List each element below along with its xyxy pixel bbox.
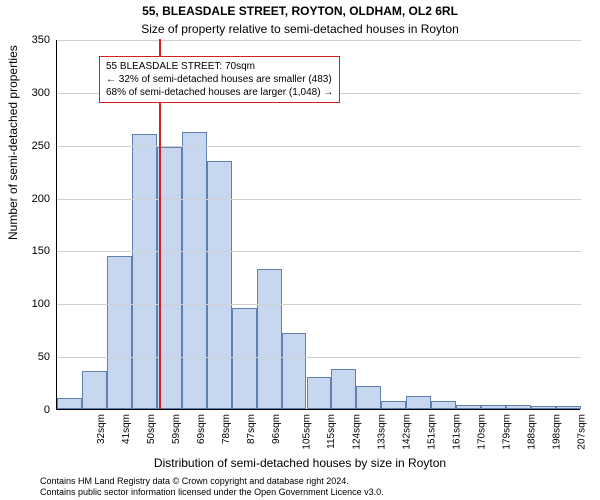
x-tick-label: 41sqm: [121, 414, 132, 444]
gridline: [57, 251, 581, 252]
y-tick-label: 150: [22, 245, 50, 257]
plot-area: 55 BLEASDALE STREET: 70sqm← 32% of semi-…: [56, 40, 580, 410]
x-tick-label: 179sqm: [501, 414, 512, 450]
histogram-bar: [232, 308, 257, 409]
histogram-bar: [556, 406, 581, 409]
histogram-bar: [506, 405, 531, 409]
x-tick-label: 32sqm: [96, 414, 107, 444]
histogram-bar: [356, 386, 381, 409]
x-tick-label: 78sqm: [221, 414, 232, 444]
histogram-bar: [456, 405, 481, 409]
x-tick-label: 170sqm: [476, 414, 487, 450]
gridline: [57, 40, 581, 41]
y-tick-label: 200: [22, 193, 50, 205]
x-tick-label: 115sqm: [326, 414, 337, 449]
histogram-bar: [257, 269, 282, 409]
y-tick-label: 350: [22, 34, 50, 46]
histogram-bar: [82, 371, 107, 409]
x-tick-label: 161sqm: [451, 414, 462, 450]
x-tick-label: 59sqm: [171, 414, 182, 444]
gridline: [57, 304, 581, 305]
chart-container: 55, BLEASDALE STREET, ROYTON, OLDHAM, OL…: [0, 0, 600, 500]
chart-subtitle: Size of property relative to semi-detach…: [0, 22, 600, 36]
axes: 55 BLEASDALE STREET: 70sqm← 32% of semi-…: [56, 40, 580, 410]
x-tick-label: 69sqm: [196, 414, 207, 444]
chart-title: 55, BLEASDALE STREET, ROYTON, OLDHAM, OL…: [0, 4, 600, 18]
y-tick-label: 100: [22, 298, 50, 310]
histogram-bar: [307, 377, 332, 409]
footnote-line-1: Contains HM Land Registry data © Crown c…: [40, 476, 384, 487]
x-axis-label: Distribution of semi-detached houses by …: [0, 456, 600, 470]
callout-line: 55 BLEASDALE STREET: 70sqm: [106, 60, 333, 73]
x-tick-label: 87sqm: [246, 414, 257, 444]
footnote-line-2: Contains public sector information licen…: [40, 487, 384, 498]
callout-line: ← 32% of semi-detached houses are smalle…: [106, 73, 333, 86]
gridline: [57, 357, 581, 358]
histogram-bar: [107, 256, 132, 409]
histogram-bar: [331, 369, 356, 409]
y-tick-label: 300: [22, 87, 50, 99]
y-tick-label: 0: [22, 404, 50, 416]
x-tick-label: 124sqm: [352, 414, 363, 450]
y-tick-label: 250: [22, 140, 50, 152]
x-tick-label: 142sqm: [401, 414, 412, 450]
histogram-bar: [481, 405, 506, 409]
callout-box: 55 BLEASDALE STREET: 70sqm← 32% of semi-…: [99, 56, 340, 103]
callout-line: 68% of semi-detached houses are larger (…: [106, 86, 333, 99]
footnote: Contains HM Land Registry data © Crown c…: [40, 476, 384, 498]
x-tick-label: 96sqm: [271, 414, 282, 444]
x-tick-label: 133sqm: [377, 414, 388, 450]
y-axis-label: Number of semi-detached properties: [6, 45, 20, 240]
y-tick-label: 50: [22, 351, 50, 363]
histogram-bar: [132, 134, 157, 409]
x-tick-label: 50sqm: [146, 414, 157, 444]
x-tick-label: 105sqm: [302, 414, 313, 450]
histogram-bar: [57, 398, 82, 409]
histogram-bar: [282, 333, 307, 409]
gridline: [57, 199, 581, 200]
x-tick-label: 151sqm: [426, 414, 437, 450]
histogram-bar: [531, 406, 556, 409]
x-tick-label: 207sqm: [576, 414, 587, 450]
x-tick-label: 188sqm: [526, 414, 537, 450]
histogram-bar: [406, 396, 431, 409]
histogram-bar: [431, 401, 456, 409]
histogram-bar: [381, 401, 406, 409]
histogram-bar: [182, 132, 207, 409]
gridline: [57, 146, 581, 147]
x-tick-label: 198sqm: [551, 414, 562, 450]
